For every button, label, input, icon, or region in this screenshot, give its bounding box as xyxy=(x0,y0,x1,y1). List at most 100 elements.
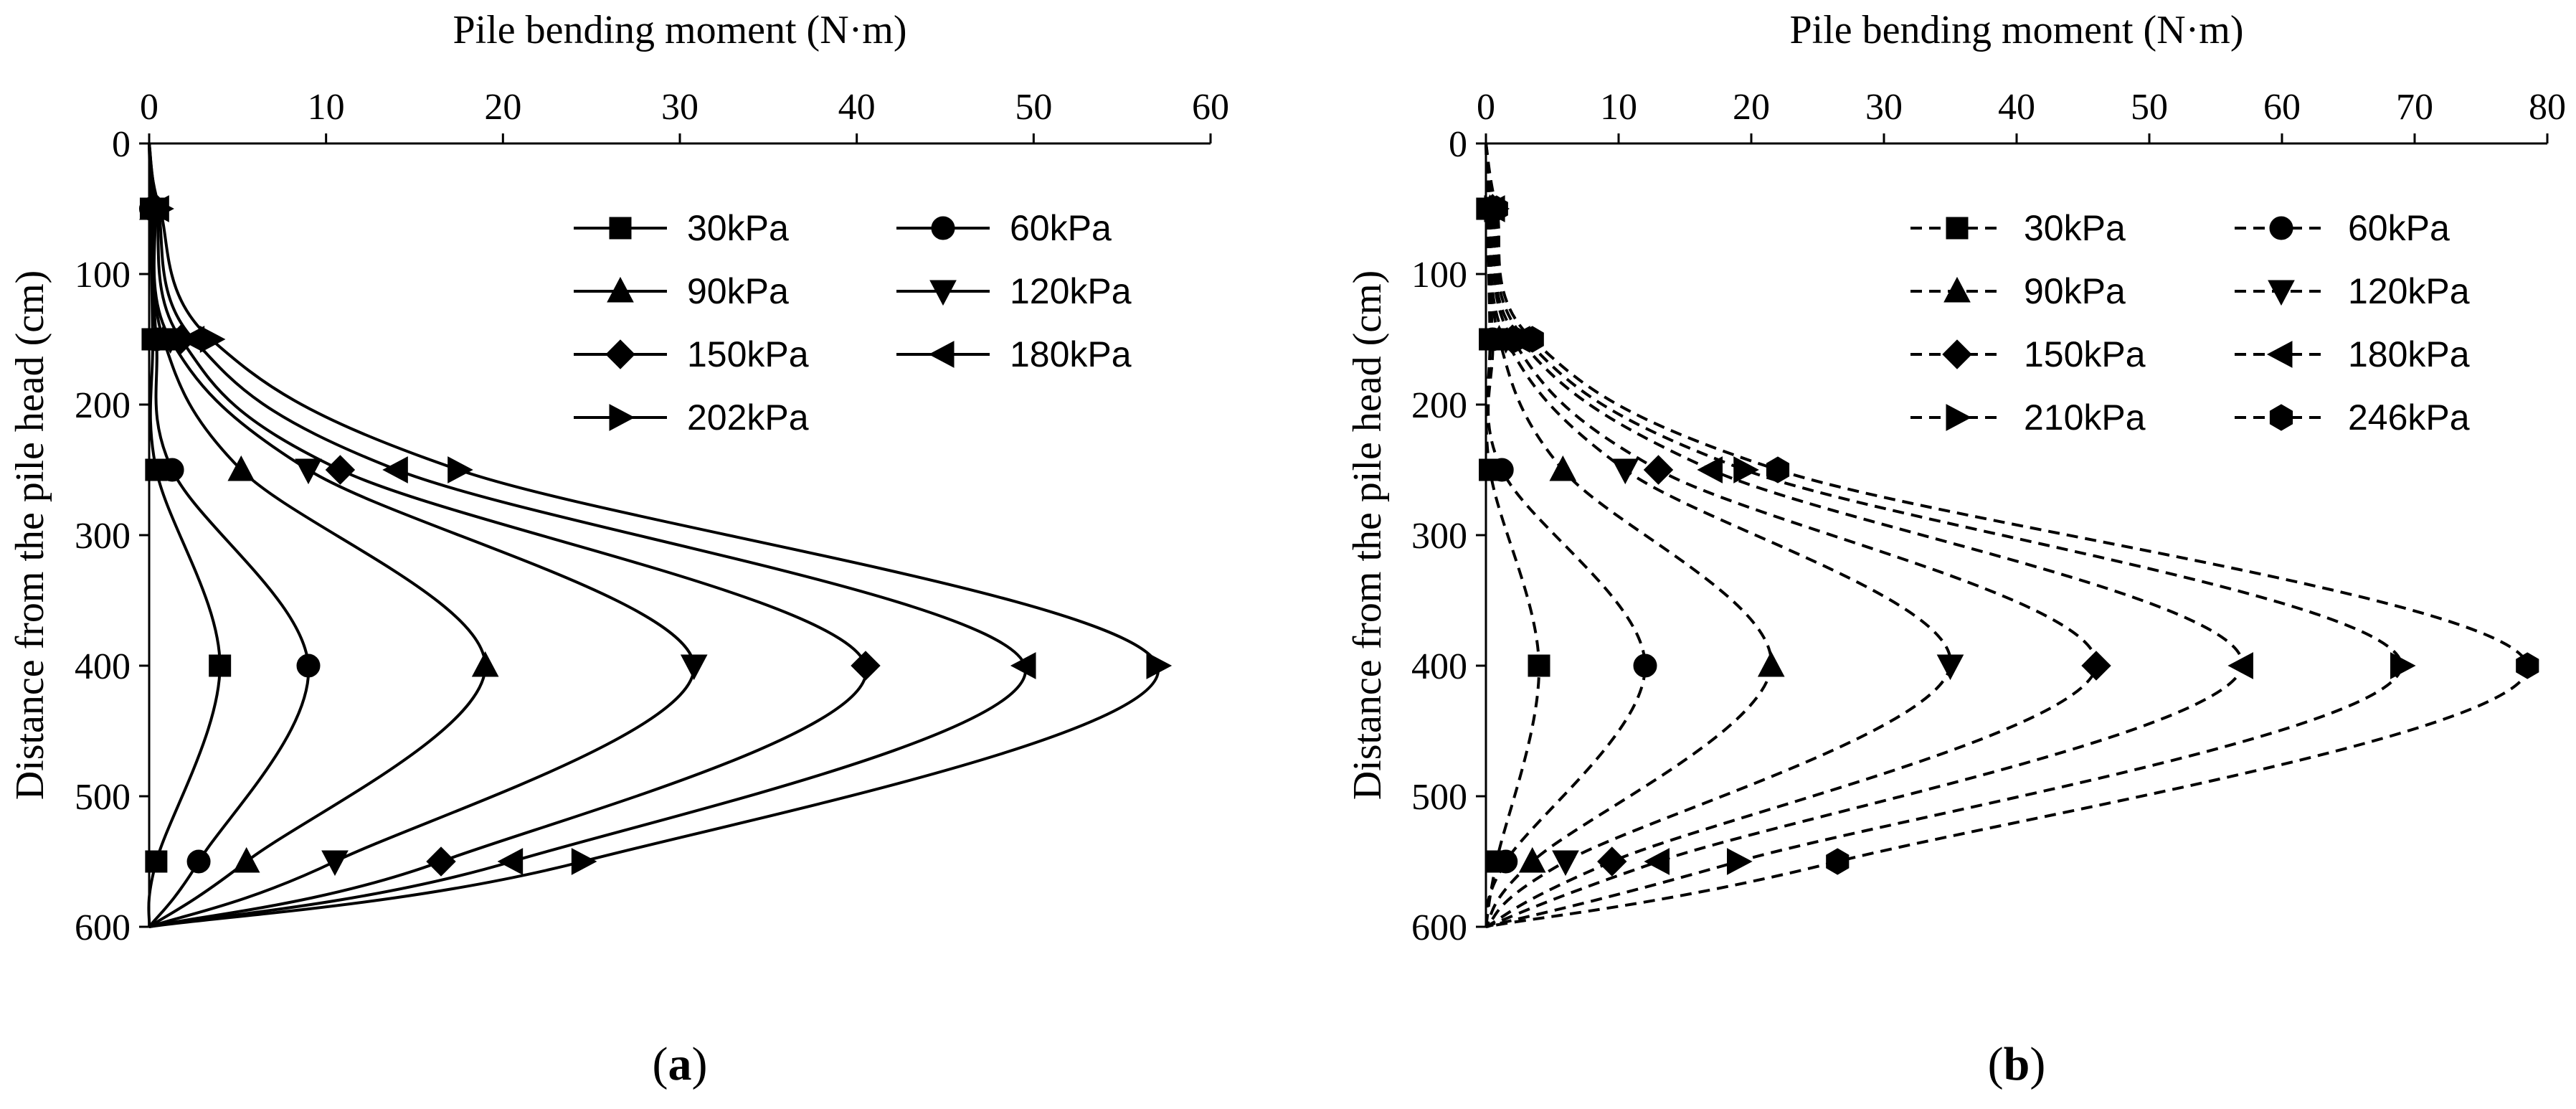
data-point-150kPa xyxy=(851,651,881,681)
x-tick-label: 30 xyxy=(661,87,699,128)
data-point-90kPa xyxy=(1757,651,1785,677)
data-point-120kPa xyxy=(321,850,349,877)
legend-item: 150kPa xyxy=(574,334,809,374)
data-point-202kPa xyxy=(571,848,597,875)
x-tick-label: 10 xyxy=(1600,87,1637,128)
data-point-202kPa xyxy=(148,195,174,222)
panel-label-letter: b xyxy=(2004,1038,2030,1090)
series-90kPa xyxy=(1476,143,1785,928)
panel-label-open-paren: ( xyxy=(1988,1038,2004,1090)
legend-item: 60kPa xyxy=(896,208,1112,248)
x-tick-label: 40 xyxy=(838,87,876,128)
x-tick-label: 10 xyxy=(308,87,345,128)
panel-label: (a) xyxy=(653,1038,708,1090)
series-line-150kPa xyxy=(148,143,868,928)
data-point-210kPa xyxy=(1727,848,1753,875)
legend-item: 90kPa xyxy=(1910,271,2126,311)
legend-item: 120kPa xyxy=(896,271,1132,311)
series-line-120kPa xyxy=(148,143,696,928)
data-point-30kPa xyxy=(1528,654,1550,677)
y-tick-label: 100 xyxy=(1411,255,1467,296)
legend-item: 60kPa xyxy=(2235,208,2450,248)
series-line-120kPa xyxy=(1484,143,1952,928)
legend-marker xyxy=(1942,339,1972,369)
legend-item: 30kPa xyxy=(574,208,789,248)
series-line-202kPa xyxy=(148,143,1160,928)
data-point-120kPa xyxy=(1936,654,1964,681)
data-point-202kPa xyxy=(448,456,473,483)
legend-label: 120kPa xyxy=(2348,271,2470,311)
series-line-90kPa xyxy=(1484,143,1773,928)
legend-item: 246kPa xyxy=(2235,397,2470,438)
data-point-60kPa xyxy=(1633,653,1657,678)
data-point-180kPa xyxy=(382,456,408,483)
series-180kPa xyxy=(1479,143,2253,928)
x-tick-label: 40 xyxy=(1998,87,2035,128)
panel-label-close-paren: ) xyxy=(2030,1038,2045,1090)
legend: 30kPa 60kPa 90kPa 120kPa 150kPa 180kPa 210kPa 2… xyxy=(1910,208,2470,438)
y-axis-title: Distance from the pile head (cm) xyxy=(1345,270,1390,801)
y-tick-label: 200 xyxy=(1411,385,1467,426)
legend-item: 150kPa xyxy=(1910,334,2146,374)
legend-label: 90kPa xyxy=(687,271,789,311)
legend-marker xyxy=(2266,341,2293,368)
series-30kPa xyxy=(1476,143,1550,928)
data-point-60kPa xyxy=(1494,849,1518,874)
series-line-90kPa xyxy=(148,143,487,928)
x-tick-label: 20 xyxy=(484,87,521,128)
data-point-150kPa xyxy=(1643,455,1674,485)
data-point-120kPa xyxy=(1552,850,1579,877)
x-tick-label: 0 xyxy=(1477,87,1495,128)
x-tick-label: 50 xyxy=(1015,87,1052,128)
data-point-246kPa xyxy=(1766,456,1790,483)
series-180kPa xyxy=(143,143,1036,928)
legend-marker xyxy=(1946,404,1972,431)
x-axis-title: Pile bending moment (N·m) xyxy=(453,8,906,52)
legend-label: 150kPa xyxy=(2024,334,2146,374)
legend-item: 90kPa xyxy=(574,271,789,311)
legend-item: 30kPa xyxy=(1910,208,2126,248)
y-tick-label: 400 xyxy=(1411,646,1467,687)
data-point-246kPa xyxy=(1520,326,1544,353)
legend-marker xyxy=(609,404,635,431)
legend-item: 180kPa xyxy=(2235,334,2470,374)
data-point-202kPa xyxy=(1146,652,1173,679)
data-point-150kPa xyxy=(426,846,456,877)
panel-label-letter: a xyxy=(668,1038,692,1090)
series-line-60kPa xyxy=(148,143,311,928)
legend-marker xyxy=(2269,216,2293,240)
x-tick-label: 50 xyxy=(2131,87,2168,128)
series-line-180kPa xyxy=(148,143,1027,928)
legend-marker xyxy=(928,341,955,368)
data-point-90kPa xyxy=(1549,455,1577,481)
data-point-120kPa xyxy=(1611,458,1639,485)
data-point-150kPa xyxy=(2081,651,2111,681)
y-axis-title: Distance from the pile head (cm) xyxy=(8,270,52,801)
legend-item: 180kPa xyxy=(896,334,1132,374)
legend-marker xyxy=(929,280,957,306)
data-point-180kPa xyxy=(2227,652,2253,679)
data-point-60kPa xyxy=(296,653,321,678)
legend-marker xyxy=(2269,404,2293,431)
x-axis-title: Pile bending moment (N·m) xyxy=(1789,8,2243,52)
series-150kPa xyxy=(141,143,881,928)
series-120kPa xyxy=(141,143,708,928)
data-point-120kPa xyxy=(295,458,322,485)
x-tick-label: 80 xyxy=(2529,87,2566,128)
legend-label: 210kPa xyxy=(2024,397,2146,438)
y-tick-label: 300 xyxy=(75,516,131,557)
data-point-210kPa xyxy=(1733,456,1759,483)
data-point-150kPa xyxy=(325,455,356,485)
data-point-60kPa xyxy=(186,849,211,874)
panel-label-close-paren: ) xyxy=(692,1038,708,1090)
data-point-180kPa xyxy=(1697,456,1723,483)
legend-label: 30kPa xyxy=(2024,208,2126,248)
panel-label: (b) xyxy=(1988,1038,2046,1090)
legend-item: 202kPa xyxy=(574,397,809,438)
data-point-180kPa xyxy=(1644,848,1670,875)
data-point-30kPa xyxy=(145,850,168,873)
series-210kPa xyxy=(1484,143,2416,928)
legend-label: 120kPa xyxy=(1010,271,1132,311)
